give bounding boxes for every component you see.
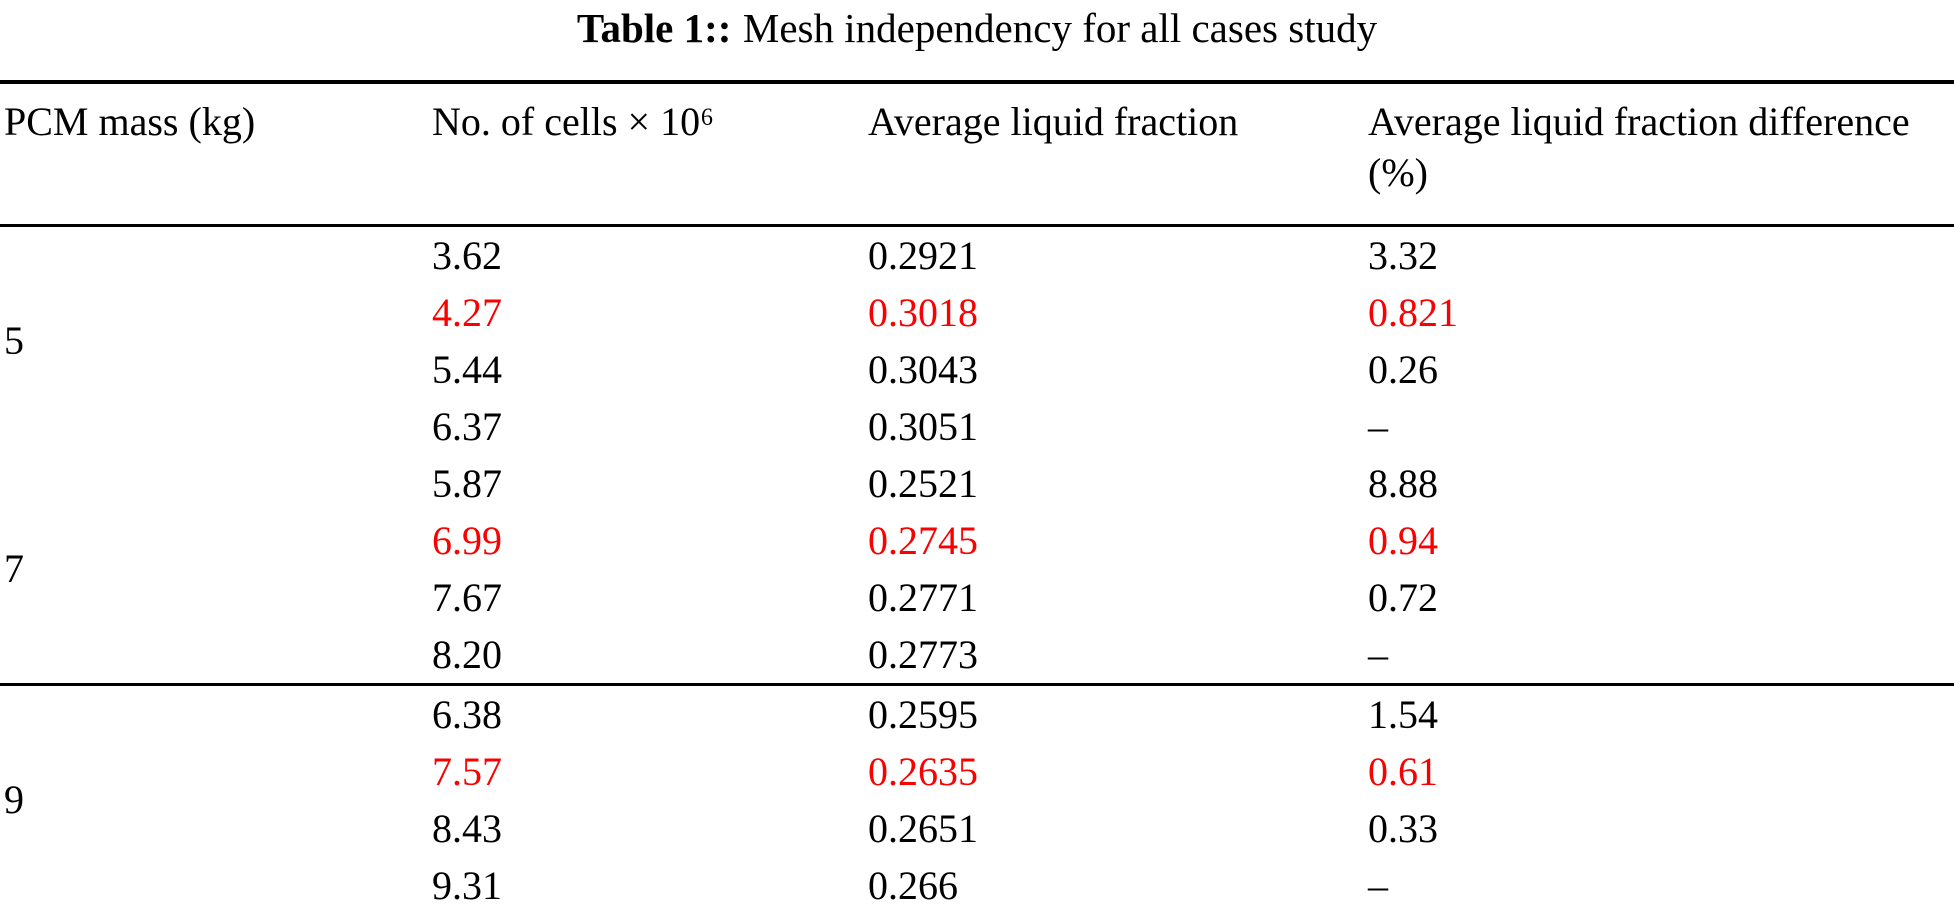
table-row: 4.27 0.3018 0.821 [0, 284, 1954, 341]
no-of-cells-value: 3.62 [432, 232, 502, 278]
table-caption-text: Mesh independency for all cases study [742, 5, 1378, 51]
table-row: 5 3.62 0.2921 3.32 [0, 226, 1954, 361]
difference-value: 3.32 [1368, 232, 1438, 278]
table-row: 6.37 0.3051 – [0, 398, 1954, 455]
avg-liquid-fraction-value: 0.2521 [868, 460, 978, 506]
avg-liquid-fraction-value: 0.266 [868, 862, 958, 908]
avg-liquid-fraction-value: 0.2773 [868, 631, 978, 677]
difference-value: 1.54 [1368, 683, 1954, 744]
no-of-cells-value: 6.99 [432, 517, 502, 563]
pcm-mass-label: 7 [4, 546, 24, 592]
table-caption: Table 1:: Mesh independency for all cases… [0, 0, 1954, 80]
difference-value: 0.94 [1368, 517, 1438, 563]
difference-value: – [1368, 403, 1388, 449]
difference-value: – [1368, 862, 1388, 908]
avg-liquid-fraction-value: 0.2651 [868, 805, 978, 851]
no-of-cells-value: 8.43 [432, 805, 502, 851]
no-of-cells-value: 9.31 [432, 862, 502, 908]
col-header-no-of-cells: No. of cells × 10⁶ [432, 82, 868, 228]
table-row: 6.99 0.2745 0.94 [0, 512, 1954, 569]
table-row: 8.43 0.2651 0.33 [0, 800, 1954, 857]
avg-liquid-fraction-value: 0.2595 [868, 683, 1368, 744]
table-row: 8.20 0.2773 – [0, 626, 1954, 685]
table-row: 9.31 0.266 – [0, 857, 1954, 912]
no-of-cells-value: 6.38 [432, 683, 868, 744]
avg-liquid-fraction-value: 0.2635 [868, 748, 978, 794]
table-caption-label: Table 1:: [576, 5, 732, 51]
table-row: 9 6.38 0.2595 1.54 [0, 683, 1954, 912]
table-body: 5 3.62 0.2921 3.32 4.27 0.3018 0.821 5.44 0.3043… [0, 226, 1954, 912]
table-row: 7.67 0.2771 0.72 [0, 569, 1954, 626]
avg-liquid-fraction-value: 0.2771 [868, 574, 978, 620]
no-of-cells-value: 8.20 [432, 631, 502, 677]
table-row: 5.44 0.3043 0.26 [0, 341, 1954, 398]
col-header-avg-liquid-fraction-difference: Average liquid fraction difference (%) [1368, 82, 1954, 228]
difference-value: 0.72 [1368, 574, 1438, 620]
avg-liquid-fraction-value: 0.2745 [868, 517, 978, 563]
no-of-cells-value: 5.87 [432, 460, 502, 506]
avg-liquid-fraction-value: 0.3051 [868, 403, 978, 449]
pcm-mass-label: 5 [4, 318, 24, 364]
pcm-mass-label: 9 [0, 683, 432, 912]
no-of-cells-value: 5.44 [432, 346, 502, 392]
avg-liquid-fraction-value: 0.2921 [868, 232, 978, 278]
header-row: PCM mass (kg) No. of cells × 10⁶ Average… [0, 82, 1954, 228]
mesh-independency-table: PCM mass (kg) No. of cells × 10⁶ Average… [0, 80, 1954, 912]
difference-value: 0.821 [1368, 289, 1458, 335]
no-of-cells-value: 7.57 [432, 748, 502, 794]
difference-value: 0.33 [1368, 805, 1438, 851]
table-row: 7.57 0.2635 0.61 [0, 743, 1954, 800]
no-of-cells-value: 7.67 [432, 574, 502, 620]
difference-value: 0.26 [1368, 346, 1438, 392]
col-header-avg-liquid-fraction: Average liquid fraction [868, 82, 1368, 228]
no-of-cells-value: 6.37 [432, 403, 502, 449]
table-row: 7 5.87 0.2521 8.88 [0, 455, 1954, 588]
avg-liquid-fraction-value: 0.3043 [868, 346, 978, 392]
col-header-pcm-mass: PCM mass (kg) [0, 82, 432, 228]
difference-value: 8.88 [1368, 460, 1438, 506]
avg-liquid-fraction-value: 0.3018 [868, 289, 978, 335]
difference-value: – [1368, 631, 1388, 677]
no-of-cells-value: 4.27 [432, 289, 502, 335]
difference-value: 0.61 [1368, 748, 1438, 794]
